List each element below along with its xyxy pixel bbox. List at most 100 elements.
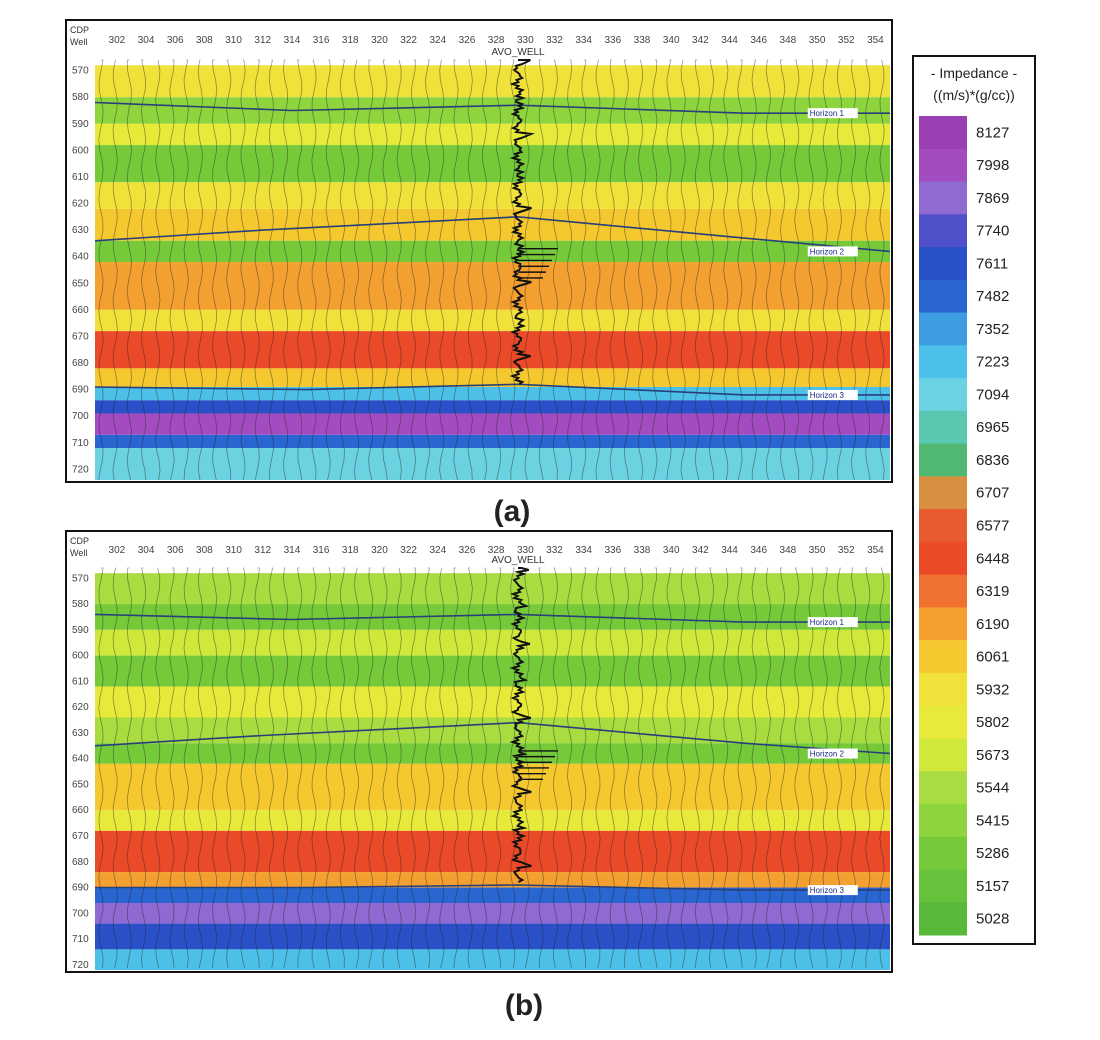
impedance-band (95, 872, 890, 888)
time-tick-label: 710 (72, 934, 89, 945)
seismic-trace (353, 59, 360, 481)
time-tick-label: 640 (72, 754, 89, 765)
seismic-trace (268, 567, 275, 969)
cdp-tick-label: 316 (313, 35, 330, 46)
seismic-trace (865, 59, 871, 481)
cdp-tick-label: 352 (838, 35, 855, 46)
colorbar-label: 7740 (976, 223, 1009, 240)
impedance-band (95, 368, 890, 387)
seismic-trace (396, 59, 402, 481)
colorbar-swatch (919, 148, 967, 183)
cdp-tick-label: 324 (429, 545, 446, 556)
seismic-trace (552, 59, 559, 481)
seismic-trace (879, 567, 885, 969)
seismic-trace (794, 567, 800, 969)
seismic-trace (694, 59, 701, 481)
impedance-band (95, 65, 890, 98)
colorbar-label: 5802 (976, 714, 1009, 731)
horizon-label-bg (807, 885, 858, 896)
seismic-trace (751, 567, 757, 969)
cdp-tick-label: 336 (605, 545, 622, 556)
impedance-band (95, 655, 890, 687)
colorbar-swatch (919, 869, 967, 903)
seismic-trace (495, 59, 502, 481)
impedance-band (95, 629, 890, 656)
seismic-trace (708, 567, 715, 969)
panel-b-well-label: Well (70, 548, 87, 558)
cdp-tick-label: 310 (225, 35, 242, 46)
colorbar-label: 7223 (976, 354, 1009, 371)
seismic-trace (325, 59, 331, 481)
cdp-tick-label: 336 (605, 35, 622, 46)
seismic-trace (240, 567, 246, 969)
time-tick-label: 690 (72, 385, 89, 396)
seismic-trace (311, 59, 317, 481)
cdp-tick-label: 328 (488, 35, 505, 46)
colorbar-label: 5286 (976, 845, 1009, 862)
seismic-trace (410, 567, 417, 969)
colorbar-swatch (919, 672, 967, 707)
seismic-trace (126, 567, 133, 969)
colorbar-swatch (919, 509, 967, 543)
colorbar-swatch (919, 214, 967, 248)
cdp-tick-label: 324 (429, 35, 446, 46)
seismic-trace (282, 59, 289, 481)
cdp-tick-label: 348 (780, 35, 797, 46)
time-tick-label: 590 (72, 625, 89, 636)
impedance-band (95, 763, 890, 811)
horizon-line (94, 215, 891, 253)
colorbar-unit: ((m/s)*(g/cc)) (933, 87, 1015, 103)
colorbar-label: 6577 (976, 518, 1009, 535)
colorbar-label: 7482 (976, 288, 1009, 305)
cdp-tick-label: 342 (692, 35, 709, 46)
time-tick-label: 690 (72, 883, 89, 894)
horizon-label-bg (807, 246, 858, 257)
time-tick-label: 700 (72, 411, 89, 422)
cdp-tick-label: 318 (342, 35, 359, 46)
cdp-tick-label: 344 (721, 545, 738, 556)
seismic-trace (652, 567, 658, 969)
time-tick-label: 720 (72, 464, 89, 475)
time-tick-label: 650 (72, 278, 89, 289)
panel-a-cdp-label: CDP (70, 25, 89, 35)
horizon-label: Horizon 1 (810, 109, 845, 118)
seismic-trace (268, 59, 275, 481)
well-log-curve (509, 59, 536, 385)
time-tick-label: 670 (72, 331, 89, 342)
impedance-band (95, 145, 890, 183)
seismic-trace (652, 59, 658, 481)
cdp-tick-label: 304 (138, 545, 155, 556)
colorbar-label: 7611 (976, 255, 1008, 272)
seismic-trace (254, 59, 260, 481)
colorbar-swatch (919, 443, 967, 477)
cdp-tick-label: 312 (254, 545, 271, 556)
seismic-trace (779, 59, 786, 481)
colorbar-label: 5028 (976, 911, 1009, 928)
colorbar-swatch (919, 410, 967, 445)
seismic-trace (226, 59, 232, 481)
cdp-tick-label: 346 (750, 35, 767, 46)
seismic-trace (211, 59, 218, 481)
seismic-trace (368, 59, 374, 481)
seismic-trace (311, 567, 317, 969)
cdp-tick-label: 332 (546, 35, 563, 46)
seismic-trace (282, 567, 289, 969)
time-tick-label: 620 (72, 199, 89, 210)
seismic-trace (836, 59, 843, 481)
seismic-trace (481, 59, 488, 481)
cdp-tick-label: 350 (809, 545, 826, 556)
colorbar-label: 6319 (976, 583, 1009, 600)
seismic-trace (169, 567, 175, 969)
colorbar-swatch (919, 640, 967, 674)
colorbar-labels: 8127 7998 7869 7740 7611 7482 7352 7223 7094 6965… (976, 124, 1009, 927)
colorbar-swatch (919, 771, 967, 805)
seismic-trace (183, 59, 189, 481)
impedance-band (95, 887, 890, 903)
seismic-trace (723, 59, 729, 481)
seismic-trace (865, 567, 871, 969)
seismic-trace (694, 567, 701, 969)
horizon-label: Horizon 2 (810, 247, 845, 256)
seismic-trace (524, 59, 530, 481)
cdp-tick-label: 310 (225, 545, 242, 556)
